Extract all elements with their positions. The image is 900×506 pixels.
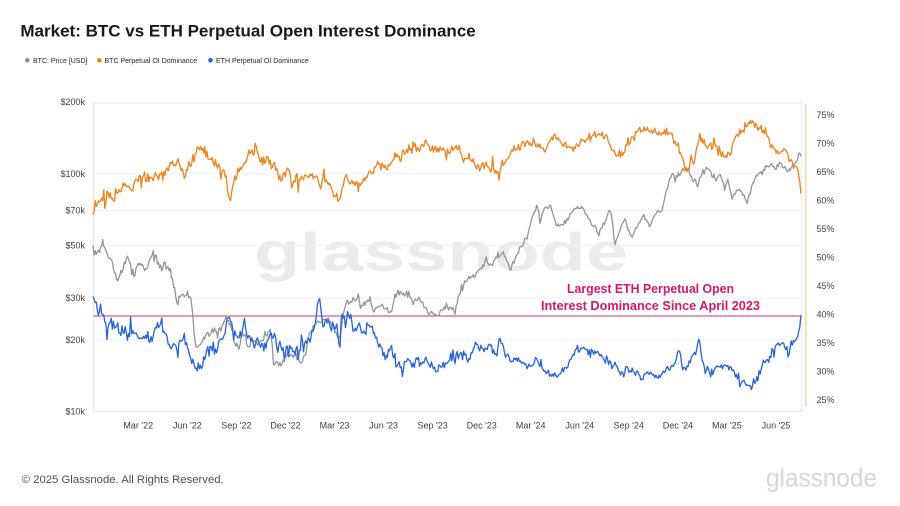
- svg-text:40%: 40%: [817, 310, 835, 320]
- svg-text:Largest ETH Perpetual Open: Largest ETH Perpetual Open: [567, 281, 734, 296]
- svg-text:30%: 30%: [817, 367, 835, 377]
- svg-text:$30k: $30k: [65, 293, 85, 303]
- svg-text:BTC Perpetual OI Dominance: BTC Perpetual OI Dominance: [105, 58, 198, 65]
- svg-text:$20k: $20k: [65, 335, 85, 345]
- svg-text:Sep '23: Sep '23: [417, 421, 447, 431]
- svg-text:50%: 50%: [817, 253, 835, 263]
- svg-text:Dec '24: Dec '24: [663, 421, 693, 431]
- svg-text:Sep '24: Sep '24: [614, 421, 644, 431]
- svg-text:Mar '24: Mar '24: [516, 421, 546, 431]
- svg-text:75%: 75%: [817, 110, 835, 120]
- svg-text:Mar '23: Mar '23: [320, 421, 350, 431]
- svg-text:25%: 25%: [817, 395, 835, 405]
- svg-text:Mar '22: Mar '22: [123, 421, 153, 431]
- svg-text:Mar '25: Mar '25: [712, 421, 742, 431]
- svg-text:Market: BTC vs ETH Perpetual O: Market: BTC vs ETH Perpetual Open Intere…: [20, 21, 475, 40]
- svg-text:$70k: $70k: [65, 206, 85, 216]
- svg-text:Sep '22: Sep '22: [221, 421, 251, 431]
- svg-text:Dec '22: Dec '22: [270, 421, 300, 431]
- svg-text:$10k: $10k: [65, 407, 85, 417]
- svg-text:45%: 45%: [817, 281, 835, 291]
- svg-text:$100k: $100k: [60, 169, 85, 179]
- svg-text:60%: 60%: [817, 196, 835, 206]
- svg-text:© 2025 Glassnode. All Rights R: © 2025 Glassnode. All Rights Reserved.: [22, 474, 224, 486]
- svg-text:Jun '24: Jun '24: [565, 421, 594, 431]
- svg-text:35%: 35%: [817, 338, 835, 348]
- svg-text:$200k: $200k: [60, 97, 85, 107]
- svg-text:BTC: Price [USD]: BTC: Price [USD]: [33, 58, 88, 65]
- svg-text:glassnode: glassnode: [766, 463, 877, 493]
- svg-text:glassnode: glassnode: [254, 222, 628, 282]
- svg-text:Jun '23: Jun '23: [369, 421, 398, 431]
- svg-text:65%: 65%: [817, 167, 835, 177]
- svg-text:Interest Dominance Since April: Interest Dominance Since April 2023: [541, 298, 760, 313]
- svg-text:Jun '22: Jun '22: [173, 421, 202, 431]
- svg-text:70%: 70%: [817, 139, 835, 149]
- svg-text:$50k: $50k: [65, 240, 85, 250]
- svg-text:Dec '23: Dec '23: [467, 421, 497, 431]
- svg-text:ETH Perpetual OI Dominance: ETH Perpetual OI Dominance: [216, 58, 309, 65]
- svg-text:55%: 55%: [817, 224, 835, 234]
- svg-text:Jun '25: Jun '25: [762, 421, 791, 431]
